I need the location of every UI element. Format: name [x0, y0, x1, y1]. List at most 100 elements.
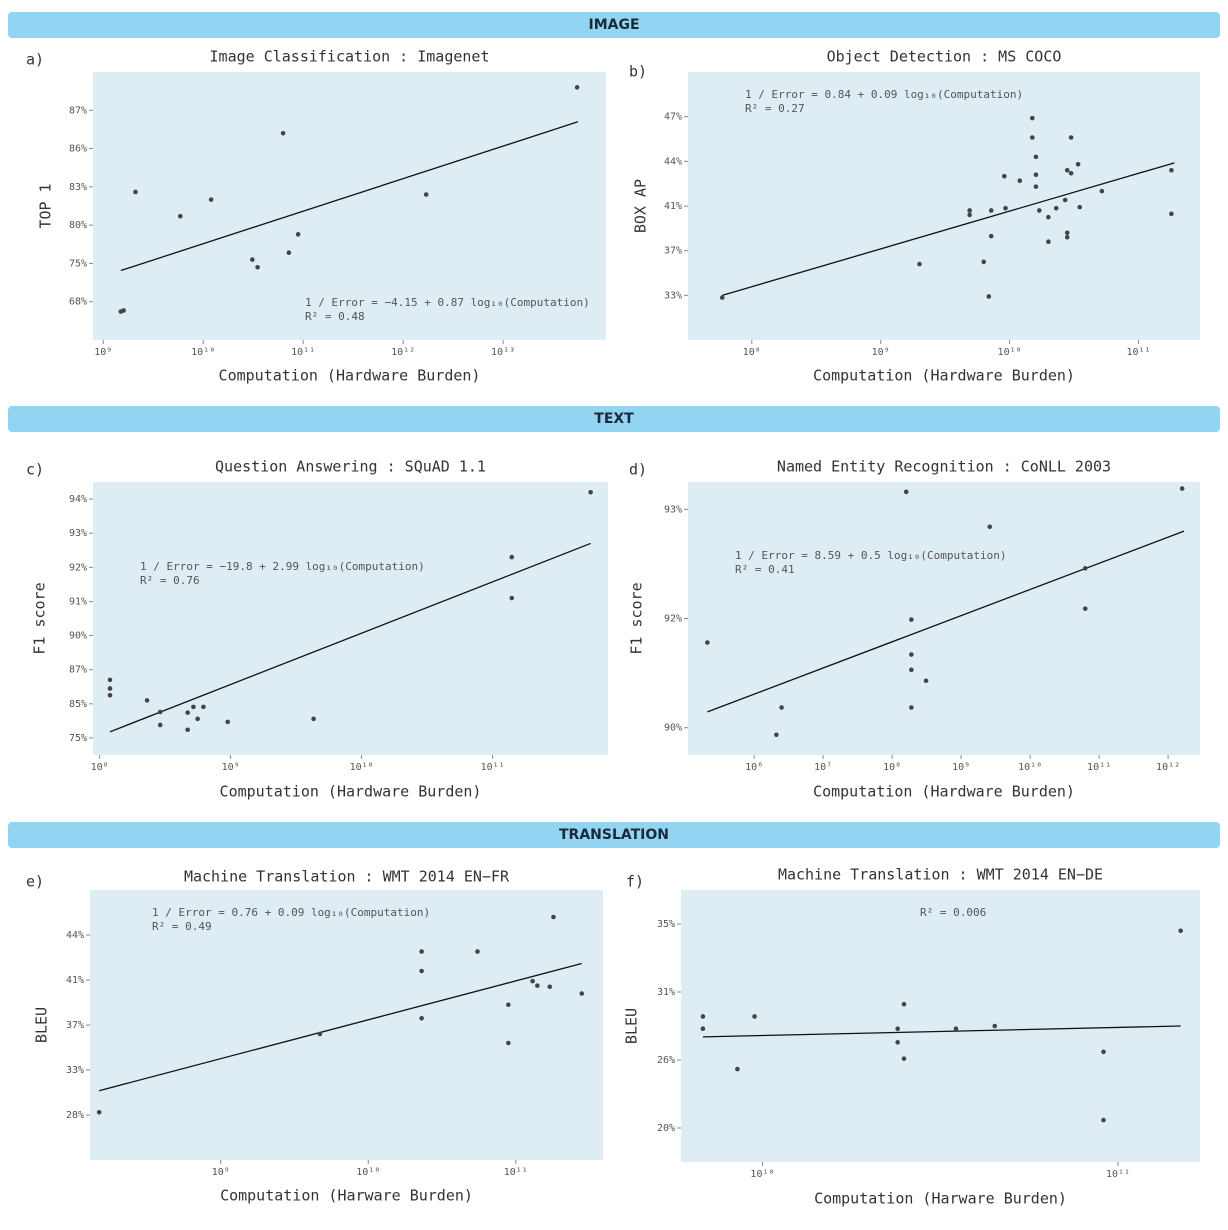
point — [700, 1026, 706, 1032]
y-axis-label: TOP 1 — [37, 183, 55, 228]
point — [1169, 167, 1174, 173]
panel-label: b) — [629, 63, 647, 81]
point — [547, 984, 553, 990]
point — [1046, 214, 1051, 220]
point — [1075, 162, 1081, 167]
point — [1033, 184, 1039, 189]
plot-background — [688, 72, 1200, 340]
annotation: 1 / Error = 8.59 + 0.5 log₁₀(Computation… — [735, 549, 1007, 562]
x-axis-label: Computation (Hardware Burden) — [220, 783, 482, 801]
annotation: 1 / Error = −4.15 + 0.87 log₁₀(Computati… — [305, 296, 590, 309]
point — [909, 652, 914, 657]
y-tick-label: 75% — [69, 258, 87, 269]
x-axis-label: Computation (Hardware Burden) — [219, 367, 481, 385]
point — [1064, 230, 1070, 236]
point — [909, 705, 914, 710]
point — [1029, 115, 1035, 121]
point — [107, 692, 113, 698]
point — [419, 949, 424, 954]
y-tick-label: 31% — [657, 987, 675, 998]
x-tick-label: 10¹⁰ — [998, 347, 1022, 358]
y-tick-label: 20% — [657, 1123, 675, 1134]
fit-line — [109, 542, 591, 733]
chart-title: Image Classification : Imagenet — [210, 48, 490, 66]
point — [986, 294, 992, 299]
point — [779, 705, 784, 710]
point — [280, 130, 286, 136]
y-tick-label: 86% — [69, 144, 87, 155]
y-axis-label: F1 score — [31, 582, 49, 654]
x-tick-label: 10¹² — [1156, 762, 1180, 773]
x-tick-label: 10⁶ — [745, 762, 763, 773]
point — [1178, 928, 1183, 934]
point — [1179, 486, 1185, 491]
point — [1101, 1049, 1106, 1055]
y-tick-label: 68% — [69, 297, 87, 308]
point — [992, 1023, 998, 1029]
point — [1082, 606, 1088, 611]
y-tick-label: 92% — [69, 562, 87, 573]
x-tick-label: 10¹⁰ — [750, 1169, 774, 1180]
point — [191, 704, 196, 710]
chart-title: Named Entity Recognition : CoNLL 2003 — [777, 458, 1111, 476]
x-tick-label: 10⁹ — [94, 347, 112, 358]
point — [700, 1014, 706, 1019]
point — [895, 1026, 900, 1032]
point — [987, 524, 993, 530]
y-tick-label: 44% — [66, 930, 84, 941]
point — [719, 295, 725, 300]
x-tick-label: 10¹⁰ — [191, 347, 215, 358]
point — [509, 554, 515, 560]
y-axis-label: BLEU — [623, 1008, 641, 1044]
point — [752, 1014, 757, 1019]
y-tick-label: 26% — [657, 1055, 675, 1066]
point — [195, 716, 200, 722]
y-tick-label: 80% — [69, 220, 87, 231]
plot-background — [93, 482, 608, 755]
point — [157, 722, 163, 728]
point — [1064, 234, 1070, 240]
point — [588, 489, 593, 495]
y-axis-label: BOX AP — [632, 179, 650, 233]
y-tick-label: 33% — [66, 1065, 84, 1076]
y-tick-label: 87% — [69, 105, 87, 116]
x-tick-label: 10⁷ — [814, 762, 832, 773]
panel-label: d) — [629, 461, 647, 479]
point — [909, 667, 914, 673]
point — [1077, 204, 1083, 210]
annotation: 1 / Error = 0.76 + 0.09 log₁₀(Computatio… — [152, 906, 430, 919]
point — [923, 678, 929, 684]
panel-label: f) — [626, 873, 644, 891]
point — [1082, 565, 1088, 571]
fit-line — [99, 962, 582, 1092]
section-banner — [8, 822, 1220, 848]
x-tick-label: 10¹³ — [491, 347, 515, 358]
y-tick-label: 90% — [664, 723, 682, 734]
y-tick-label: 87% — [69, 665, 87, 676]
point — [1002, 173, 1007, 179]
point — [1064, 167, 1070, 173]
x-tick-label: 10⁸ — [883, 762, 901, 773]
plot-background — [681, 890, 1200, 1162]
point — [1062, 197, 1068, 203]
section-banner — [8, 406, 1220, 432]
point — [121, 308, 126, 313]
point — [895, 1040, 900, 1045]
annotation: R² = 0.41 — [735, 563, 795, 576]
panel-label: c) — [26, 461, 44, 479]
x-tick-label: 10⁸ — [91, 762, 109, 773]
point — [551, 914, 556, 920]
annotation: R² = 0.48 — [305, 310, 365, 323]
chart-title: Machine Translation : WMT 2014 EN−DE — [778, 866, 1103, 884]
point — [250, 257, 255, 262]
y-tick-label: 75% — [69, 733, 87, 744]
annotation: R² = 0.006 — [920, 906, 986, 919]
point — [901, 1056, 907, 1061]
point — [96, 1110, 102, 1115]
point — [579, 991, 585, 996]
point — [574, 85, 580, 90]
point — [1046, 239, 1051, 245]
x-tick-label: 10¹¹ — [291, 347, 315, 358]
point — [1033, 154, 1039, 160]
